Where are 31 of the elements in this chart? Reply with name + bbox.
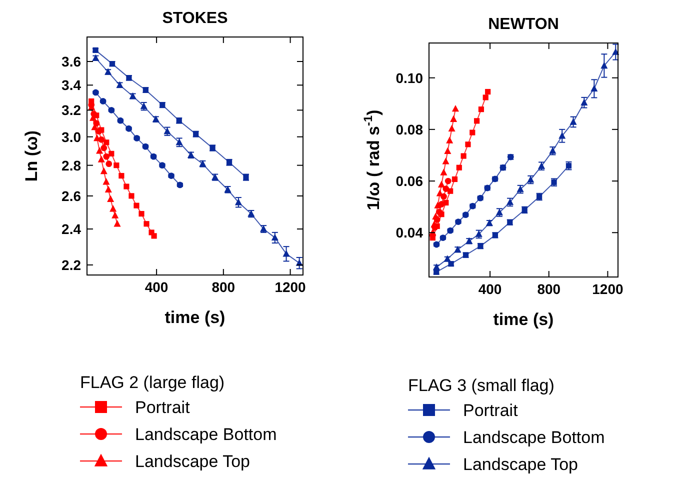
legend-label: Landscape Top (135, 452, 250, 471)
y-tick-label: 3.4 (62, 77, 82, 94)
x-tick-label: 1200 (592, 281, 624, 297)
chart-title: STOKES (162, 10, 228, 27)
legend-label: Landscape Bottom (463, 428, 605, 447)
y-tick-label: 3.6 (62, 54, 82, 70)
legend-title: FLAG 3 (small flag) (408, 376, 554, 395)
legend-label: Landscape Top (463, 455, 578, 474)
legend-title: FLAG 2 (large flag) (80, 373, 225, 392)
y-tick-label: 3.2 (62, 102, 82, 118)
x-tick-label: 800 (537, 281, 561, 297)
legend-label: Portrait (135, 398, 190, 417)
y-tick-label: 0.08 (396, 121, 424, 138)
x-tick-label: 400 (144, 279, 168, 295)
y-tick-label: 0.04 (396, 224, 424, 241)
legend-label: Landscape Bottom (135, 425, 277, 444)
y-tick-label: 0.10 (396, 70, 424, 86)
x-tick-label: 800 (212, 279, 236, 295)
y-tick-label: 2.2 (62, 256, 82, 273)
x-axis-title: time (s) (493, 310, 554, 329)
x-tick-label: 400 (478, 281, 502, 297)
x-tick-label: 1200 (274, 279, 306, 295)
x-axis-title: time (s) (164, 308, 226, 327)
y-tick-label: 2.8 (62, 157, 82, 174)
y-axis-title: Ln (ω) (22, 130, 41, 182)
legend-label: Portrait (463, 401, 518, 420)
y-tick-label: 2.4 (62, 220, 82, 237)
y-tick-label: 2.6 (62, 188, 82, 204)
y-tick-label: 3.0 (62, 128, 82, 145)
chart-title: NEWTON (488, 16, 559, 33)
y-tick-label: 0.06 (396, 173, 424, 190)
